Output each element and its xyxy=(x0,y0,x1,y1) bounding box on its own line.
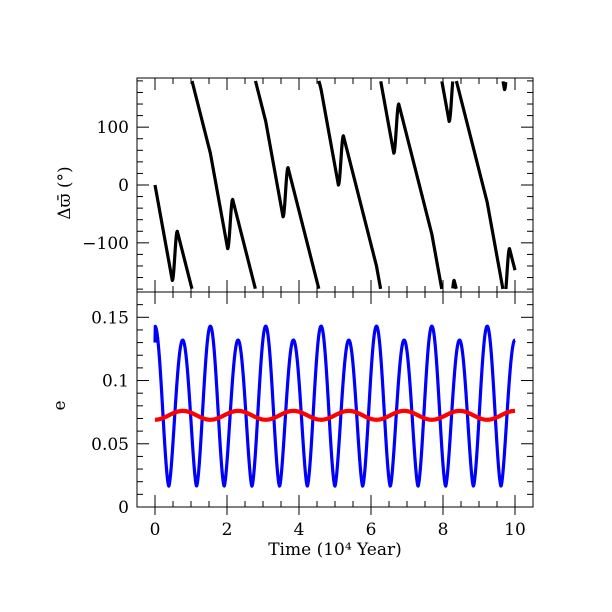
x-axis-label: Time (10⁴ Year) xyxy=(268,540,402,560)
series-line-longitude-difference xyxy=(451,278,458,290)
series-line-eccentricity-red xyxy=(153,408,517,422)
series-line-longitude-difference xyxy=(190,79,257,290)
y-tick-label: 100 xyxy=(97,118,129,138)
y-tick-label: 0 xyxy=(118,176,129,196)
series-line-longitude-difference xyxy=(440,80,455,123)
y-tick-label: 0.1 xyxy=(102,372,129,392)
x-tick-label: 8 xyxy=(438,520,449,540)
x-tick-label: 10 xyxy=(504,520,526,540)
top-panel-frame xyxy=(136,77,534,293)
x-tick-label: 4 xyxy=(294,520,305,540)
series-line-longitude-difference xyxy=(454,79,505,290)
x-tick-label: 0 xyxy=(150,520,161,540)
y-tick-label: 0.05 xyxy=(91,435,129,455)
series-line-longitude-difference xyxy=(317,79,383,290)
y-tick-label: 0 xyxy=(118,498,129,518)
series-line-longitude-difference xyxy=(379,80,444,290)
x-tick-label: 6 xyxy=(366,520,377,540)
y-axis-label-top: Δϖ̄ (°) xyxy=(55,166,75,219)
panel-longitude-difference: −100 0 100 Δϖ̄ (°) xyxy=(55,77,534,293)
series-line-longitude-difference xyxy=(501,80,508,92)
y-tick-label: 0.15 xyxy=(91,308,129,328)
series-line-longitude-difference xyxy=(253,79,321,290)
x-tick-label: 2 xyxy=(222,520,233,540)
series-line-eccentricity-blue xyxy=(153,324,517,488)
panel-eccentricity: 0 2 4 6 8 10 0 0.05 0.1 0.15 e Time (10⁴ Year) xyxy=(50,291,534,560)
series-line-longitude-difference xyxy=(504,247,517,290)
y-axis-label-bottom: e xyxy=(50,400,70,410)
series-line-longitude-difference xyxy=(153,184,194,290)
y-tick-label: −100 xyxy=(82,234,129,254)
